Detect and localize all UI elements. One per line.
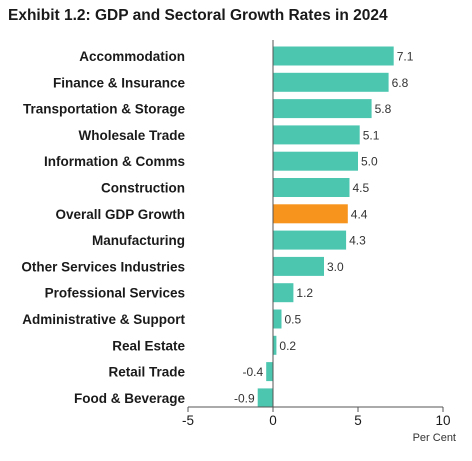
value-label-5: 4.5: [353, 181, 370, 195]
bar-2: [273, 99, 372, 119]
category-label-7: Manufacturing: [92, 233, 185, 248]
value-label-1: 6.8: [392, 76, 409, 90]
category-label-6: Overall GDP Growth: [55, 207, 185, 222]
bars-layer: [257, 46, 394, 408]
bar-11: [273, 335, 277, 355]
value-label-7: 4.3: [349, 234, 366, 248]
bar-4: [273, 151, 358, 171]
bar-8: [273, 256, 324, 276]
category-label-2: Transportation & Storage: [23, 102, 186, 117]
value-label-2: 5.8: [375, 102, 392, 116]
bar-10: [273, 309, 282, 329]
labels-layer: Accommodation 7.1 Finance & Insurance 6.8 Tr…: [21, 49, 413, 406]
bar-5: [273, 178, 350, 197]
value-label-10: 0.5: [285, 313, 302, 327]
bar-1: [273, 72, 389, 92]
bar-3: [273, 125, 360, 145]
value-label-3: 5.1: [363, 128, 380, 142]
value-label-8: 3.0: [327, 260, 344, 274]
bar-6: [273, 204, 348, 224]
value-label-13: -0.9: [234, 391, 255, 405]
category-label-1: Finance & Insurance: [53, 75, 186, 90]
category-label-4: Information & Comms: [44, 154, 185, 169]
bar-9: [273, 283, 294, 303]
category-label-9: Professional Services: [45, 286, 185, 301]
category-label-8: Other Services Industries: [21, 259, 185, 274]
category-label-3: Wholesale Trade: [78, 128, 185, 143]
x-tick-label-3: 10: [435, 413, 450, 428]
bar-0: [273, 46, 394, 66]
x-tick-label-0: -5: [182, 413, 194, 428]
bar-12: [266, 362, 273, 382]
x-axis: -5 0 5 10 Per Cent: [182, 40, 456, 444]
chart-title: Exhibit 1.2: GDP and Sectoral Growth Rat…: [8, 7, 388, 24]
category-label-5: Construction: [101, 181, 185, 196]
value-label-6: 4.4: [351, 207, 368, 221]
value-label-4: 5.0: [361, 155, 378, 169]
x-tick-label-1: 0: [269, 413, 277, 428]
value-label-12: -0.4: [243, 365, 264, 379]
value-label-9: 1.2: [296, 286, 313, 300]
bar-7: [273, 230, 347, 250]
value-label-11: 0.2: [279, 339, 296, 353]
x-axis-unit-label: Per Cent: [413, 432, 456, 444]
category-label-10: Administrative & Support: [22, 312, 185, 327]
x-tick-label-2: 5: [354, 413, 362, 428]
bar-13: [257, 388, 273, 408]
category-label-11: Real Estate: [112, 338, 185, 353]
value-label-0: 7.1: [397, 50, 414, 64]
category-label-13: Food & Beverage: [74, 391, 186, 406]
category-label-0: Accommodation: [79, 49, 185, 64]
category-label-12: Retail Trade: [108, 365, 185, 380]
